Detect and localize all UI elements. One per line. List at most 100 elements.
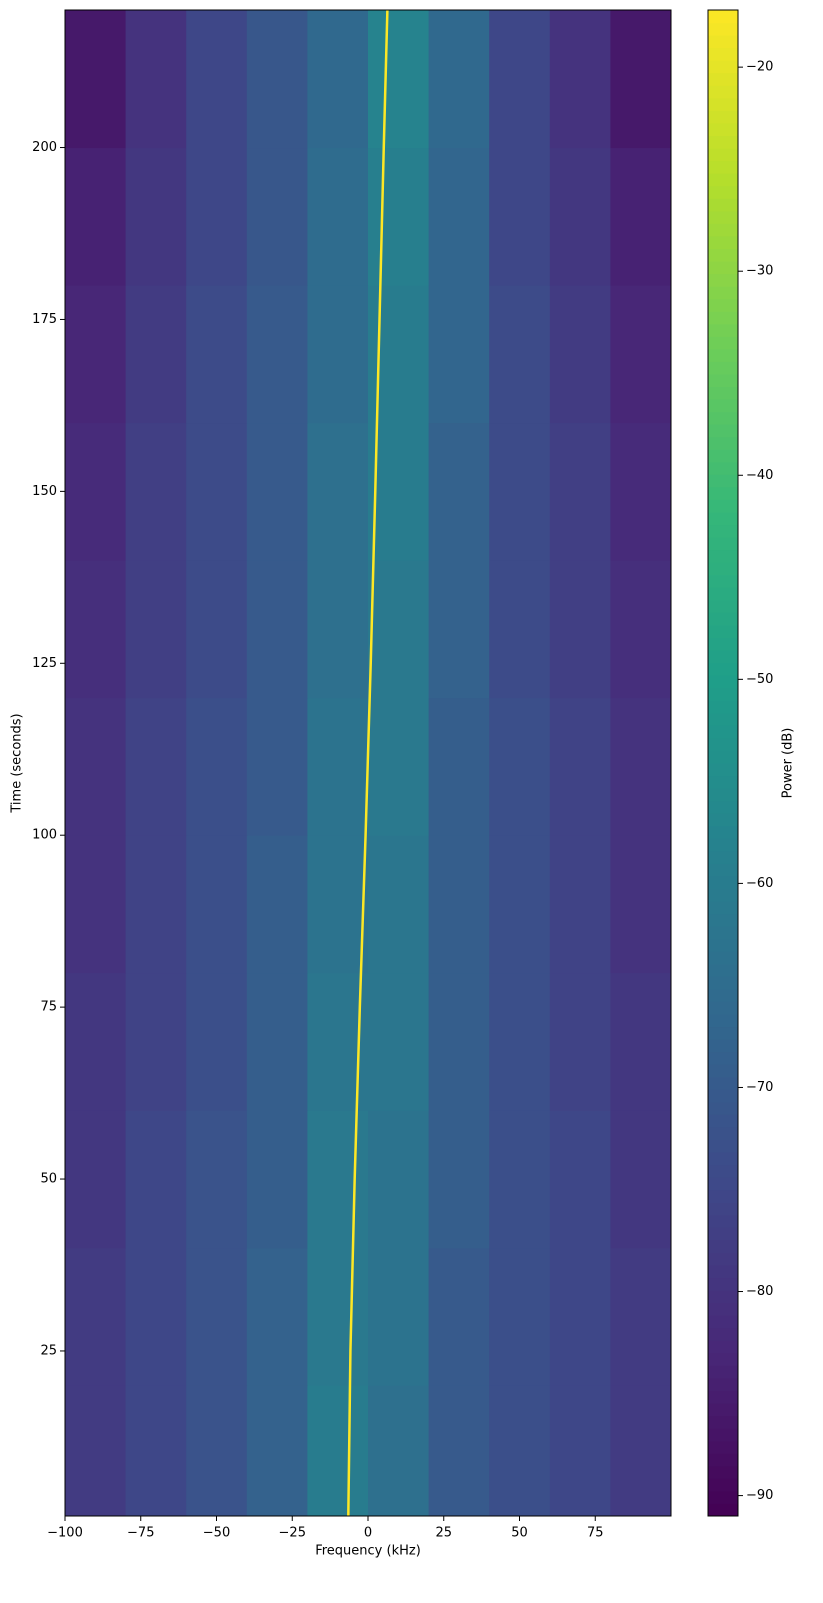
- colorbar-segment: [708, 750, 738, 764]
- colorbar-segment: [708, 938, 738, 952]
- heatmap-cell: [307, 1247, 369, 1386]
- colorbar-segment: [708, 1277, 738, 1291]
- heatmap-cell: [65, 697, 127, 836]
- heatmap-cell: [125, 697, 187, 836]
- colorbar-segment: [708, 1390, 738, 1404]
- heatmap-cell: [125, 147, 187, 286]
- colorbar-segment: [708, 1076, 738, 1090]
- heatmap-cell: [368, 147, 430, 286]
- colorbar-segment: [708, 1152, 738, 1166]
- colorbar-segment: [708, 110, 738, 124]
- colorbar-segment: [708, 1051, 738, 1065]
- heatmap-cell: [125, 285, 187, 424]
- heatmap-cell: [549, 1247, 611, 1386]
- colorbar-segment: [708, 675, 738, 689]
- colorbar-segment: [708, 838, 738, 852]
- heatmap-cell: [125, 1385, 187, 1516]
- y-tick-label: 150: [32, 484, 57, 499]
- colorbar-segment: [708, 926, 738, 940]
- colorbar-segment: [708, 913, 738, 927]
- colorbar-segment: [708, 60, 738, 74]
- colorbar-segment: [708, 1428, 738, 1442]
- colorbar-segment: [708, 624, 738, 638]
- colorbar-segment: [708, 348, 738, 362]
- colorbar-segment: [708, 700, 738, 714]
- colorbar-segment: [708, 901, 738, 915]
- colorbar-segment: [708, 273, 738, 287]
- heatmap-cell: [428, 422, 490, 561]
- heatmap-cell: [489, 285, 551, 424]
- x-tick-label: −25: [279, 1526, 306, 1541]
- colorbar-segment: [708, 1139, 738, 1153]
- colorbar-segment: [708, 1340, 738, 1354]
- heatmap-cell: [549, 560, 611, 699]
- heatmap-cell: [246, 10, 308, 149]
- colorbar-segment: [708, 1114, 738, 1128]
- colorbar-segment: [708, 888, 738, 902]
- colorbar-segment: [708, 122, 738, 136]
- heatmap-cell: [246, 697, 308, 836]
- heatmap-cell: [186, 697, 248, 836]
- heatmap-cell: [549, 147, 611, 286]
- colorbar-segment: [708, 1064, 738, 1078]
- colorbar-segment: [708, 1365, 738, 1379]
- heatmap-cell: [549, 10, 611, 149]
- colorbar-segment: [708, 436, 738, 450]
- colorbar-segment: [708, 951, 738, 965]
- colorbar-segment: [708, 712, 738, 726]
- y-tick-label: 75: [40, 1000, 57, 1015]
- y-tick-label: 50: [40, 1172, 57, 1187]
- y-tick-label: 100: [32, 828, 57, 843]
- colorbar-segment: [708, 286, 738, 300]
- colorbar-segment: [708, 1177, 738, 1191]
- heatmap-cell: [428, 972, 490, 1111]
- colorbar-frame: [707, 9, 739, 1517]
- heatmap-cell: [186, 1385, 248, 1516]
- heatmap-cell: [549, 422, 611, 561]
- heatmap-cell: [549, 285, 611, 424]
- heatmap-cell: [610, 835, 671, 974]
- heatmap-cell: [65, 835, 127, 974]
- heatmap-cell: [65, 560, 127, 699]
- x-tick-label: −50: [203, 1526, 230, 1541]
- heatmap-cell: [307, 422, 369, 561]
- colorbar-segment: [708, 1377, 738, 1391]
- x-tick-label: 25: [435, 1526, 452, 1541]
- colorbar-tick-label: −30: [746, 264, 773, 279]
- heatmap-cell: [65, 1247, 127, 1386]
- heatmap-cell: [489, 1247, 551, 1386]
- colorbar-segment: [708, 248, 738, 262]
- colorbar-segment: [708, 788, 738, 802]
- heatmap-cell: [428, 285, 490, 424]
- heatmap-cell: [186, 422, 248, 561]
- colorbar-segment: [708, 1315, 738, 1329]
- x-axis-label: Frequency (kHz): [315, 1544, 421, 1559]
- heatmap-cell: [489, 835, 551, 974]
- heatmap-cell: [65, 422, 127, 561]
- colorbar-segment: [708, 1026, 738, 1040]
- y-tick-label: 125: [32, 656, 57, 671]
- colorbar-segment: [708, 1327, 738, 1341]
- heatmap-cell: [610, 972, 671, 1111]
- heatmap: [65, 10, 671, 1516]
- colorbar-segment: [708, 424, 738, 438]
- heatmap-cell: [125, 1247, 187, 1386]
- heatmap-cell: [307, 10, 369, 149]
- heatmap-cell: [246, 1110, 308, 1249]
- x-tick-label: −75: [127, 1526, 154, 1541]
- colorbar-segment: [708, 1126, 738, 1140]
- heatmap-cell: [549, 697, 611, 836]
- heatmap-cell: [610, 1247, 671, 1386]
- heatmap-cell: [489, 422, 551, 561]
- colorbar-segment: [708, 399, 738, 413]
- heatmap-cell: [246, 285, 308, 424]
- colorbar-tick-label: −90: [746, 1488, 773, 1503]
- heatmap-cell: [549, 835, 611, 974]
- heatmap-cell: [489, 10, 551, 149]
- heatmap-cell: [65, 147, 127, 286]
- colorbar-segment: [708, 373, 738, 387]
- heatmap-cell: [368, 1247, 430, 1386]
- x-tick-label: 0: [364, 1526, 372, 1541]
- heatmap-cell: [610, 147, 671, 286]
- colorbar-segment: [708, 10, 738, 24]
